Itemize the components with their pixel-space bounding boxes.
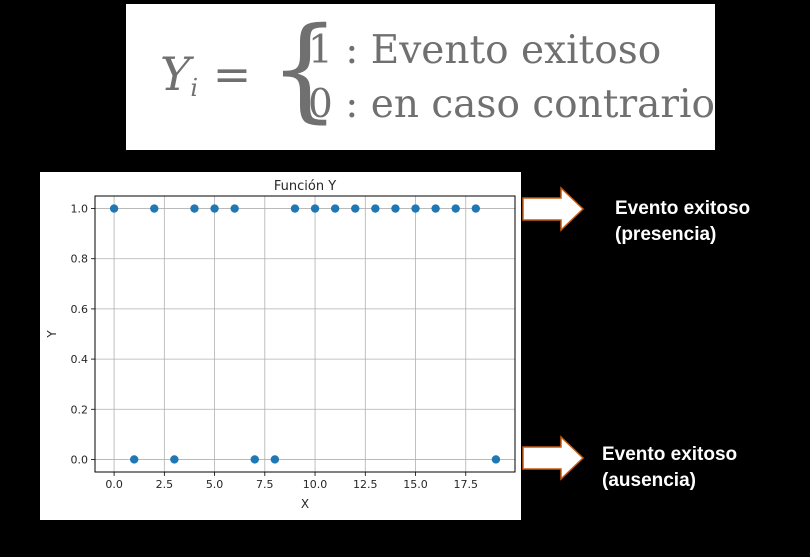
- x-tick-label: 0.0: [105, 478, 123, 491]
- data-point: [431, 204, 440, 213]
- scatter-chart: 0.0 2.5 5.0 7.5 10.0 12.5 15.0 17.5 0.0 0.2 0.4 0.6…: [45, 179, 516, 511]
- formula-variable: Y: [160, 47, 191, 101]
- formula-lhs: Yi =: [160, 47, 251, 102]
- y-tick-label: 0.6: [71, 303, 89, 316]
- data-point: [109, 204, 119, 213]
- annotation-presence-line1: Evento exitoso: [615, 198, 751, 219]
- data-point: [351, 204, 360, 213]
- arrow-right-icon: [522, 186, 585, 232]
- data-point: [391, 204, 400, 213]
- annotation-absence-line2: (ausencia): [602, 470, 696, 491]
- x-tick-label: 5.0: [206, 478, 224, 491]
- y-tick-label: 0.2: [71, 403, 89, 416]
- axes-frame: [94, 195, 516, 473]
- annotation-absence-line1: Evento exitoso: [602, 444, 738, 465]
- data-point: [411, 204, 420, 213]
- formula-subscript: i: [190, 74, 199, 102]
- formula-box: Yi = { 1 : Evento exitoso 0 : en caso co…: [126, 4, 715, 150]
- x-tick-label: 12.5: [353, 478, 378, 491]
- data-points: [109, 204, 501, 464]
- data-point: [210, 204, 219, 213]
- data-point: [190, 204, 199, 213]
- formula-case-success: 1 : Evento exitoso: [308, 28, 662, 73]
- grid-lines: [95, 196, 515, 472]
- data-point: [250, 455, 259, 464]
- x-tick-label: 10.0: [303, 478, 328, 491]
- annotation-presence-line2: (presencia): [615, 224, 717, 245]
- data-point: [129, 455, 139, 464]
- annotation-absence: Evento exitoso (ausencia): [602, 442, 737, 494]
- x-tick-label: 7.5: [256, 478, 274, 491]
- y-axis-label: Y: [45, 330, 59, 339]
- data-point: [230, 204, 239, 213]
- data-point: [310, 204, 320, 213]
- axis-ticks: 0.0 2.5 5.0 7.5 10.0 12.5 15.0 17.5 0.0 0.2 0.4 0.6…: [71, 203, 479, 491]
- data-point: [451, 204, 460, 213]
- data-point: [170, 455, 179, 464]
- y-tick-label: 0.0: [71, 453, 89, 466]
- data-point: [290, 204, 300, 213]
- x-tick-label: 2.5: [156, 478, 174, 491]
- x-tick-label: 15.0: [403, 478, 428, 491]
- data-point: [150, 204, 159, 213]
- y-tick-label: 1.0: [71, 203, 89, 216]
- annotation-presence: Evento exitoso (presencia): [615, 196, 750, 248]
- formula-brace: {: [269, 4, 341, 134]
- chart-title: Función Y: [274, 179, 336, 194]
- y-tick-label: 0.8: [71, 253, 89, 266]
- x-tick-label: 17.5: [454, 478, 479, 491]
- data-point: [330, 204, 340, 213]
- data-point: [270, 455, 280, 464]
- chart-panel: 0.0 2.5 5.0 7.5 10.0 12.5 15.0 17.5 0.0 0.2 0.4 0.6…: [40, 172, 521, 520]
- x-axis-label: X: [301, 497, 309, 511]
- data-point: [491, 455, 501, 464]
- formula-equals: =: [212, 47, 252, 101]
- y-tick-label: 0.4: [71, 353, 89, 366]
- formula-case-otherwise: 0 : en caso contrario: [308, 82, 715, 127]
- data-point: [471, 204, 481, 213]
- data-point: [371, 204, 380, 213]
- arrow-right-icon: [522, 435, 585, 481]
